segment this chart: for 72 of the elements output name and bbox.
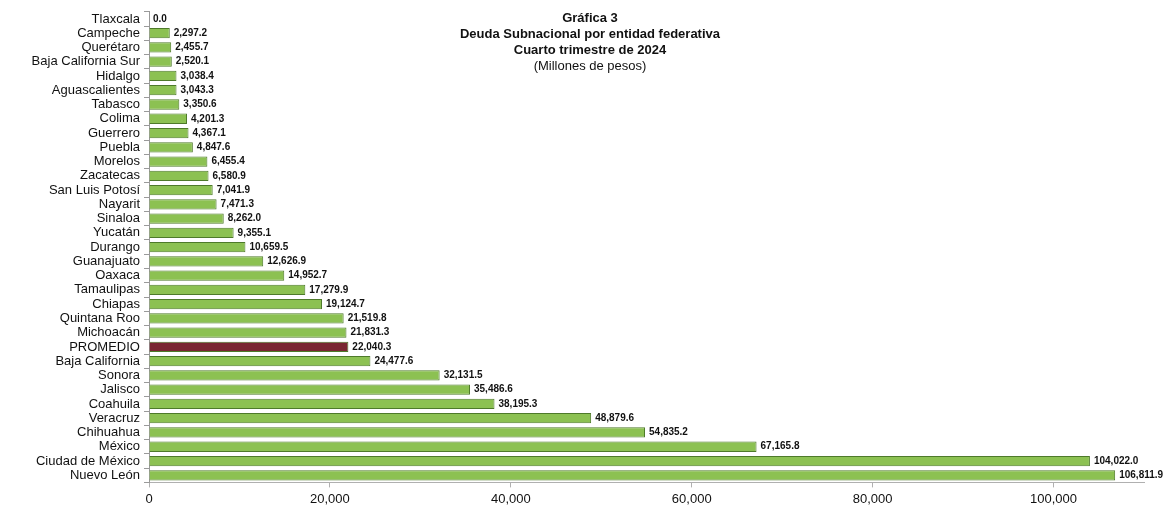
data-label: 6,580.9 xyxy=(212,169,247,181)
y-tick-label: Nayarit xyxy=(98,195,141,211)
y-tick-label: Tamaulipas xyxy=(74,281,141,297)
data-label: 9,355.1 xyxy=(237,226,272,238)
data-label: 32,131.5 xyxy=(443,369,484,381)
data-label: 7,041.9 xyxy=(216,183,251,195)
x-tick-label: 40,000 xyxy=(490,490,531,506)
y-tick-label: Baja California xyxy=(55,352,141,368)
data-label: 8,262.0 xyxy=(227,212,262,224)
y-tick-label: Quintana Roo xyxy=(59,309,140,325)
y-tick-label: San Luis Potosí xyxy=(48,181,141,197)
text: Gráfica 3 Deuda Subnacional por entidad federativa Cuarto trimestre de 2024 xyxy=(458,10,722,58)
y-tick-label: Durango xyxy=(90,238,140,254)
y-tick-label: México xyxy=(98,438,140,454)
data-label: 54,835.2 xyxy=(649,426,689,438)
data-label: 10,659.5 xyxy=(249,240,289,252)
y-tick-label: Yucatán xyxy=(93,224,140,240)
y-tick-label: Baja California Sur xyxy=(31,53,141,69)
x-tick-label: 60,000 xyxy=(671,490,712,506)
data-label: 3,043.3 xyxy=(180,83,215,95)
x-tick-label: 100,000 xyxy=(1030,490,1078,506)
x-tick-label: 80,000 xyxy=(852,490,893,506)
data-label: 106,811.9 xyxy=(1119,469,1164,481)
x-tick-label: 0 xyxy=(145,490,153,506)
y-tick-label: Colima xyxy=(99,110,141,126)
y-tick-label: Sonora xyxy=(98,367,141,383)
y-tick-label: Sinaloa xyxy=(96,210,141,226)
y-tick-label: Hidalgo xyxy=(95,67,140,83)
data-label: 24,477.6 xyxy=(374,354,414,366)
data-label: 104,022.0 xyxy=(1093,454,1139,466)
data-label: 6,455.4 xyxy=(211,155,246,167)
data-label: 21,831.3 xyxy=(350,326,390,338)
data-label: 2,297.2 xyxy=(173,26,208,38)
data-label: 14,952.7 xyxy=(288,269,328,281)
y-tick-label: Tabasco xyxy=(91,96,140,112)
y-tick-label: Chiapas xyxy=(92,295,141,311)
y-tick-label: Morelos xyxy=(93,153,141,169)
data-label: 48,879.6 xyxy=(595,411,635,423)
data-label: 38,195.3 xyxy=(498,397,538,409)
y-tick-label: Puebla xyxy=(99,138,141,154)
y-tick-label: Michoacán xyxy=(77,324,140,340)
data-label: 2,455.7 xyxy=(175,41,210,53)
data-label: 67,165.8 xyxy=(760,440,800,452)
data-label: 4,367.1 xyxy=(192,126,227,138)
data-label: 21,519.8 xyxy=(347,312,388,324)
y-tick-label: Oaxaca xyxy=(95,267,141,283)
data-label: 19,124.7 xyxy=(325,297,366,309)
data-label: 22,040.3 xyxy=(352,340,392,352)
data-label: 17,279.9 xyxy=(309,283,349,295)
y-tick-label: PROMEDIO xyxy=(69,338,140,354)
data-label: 0.0 xyxy=(153,12,168,24)
y-tick-label: Querétaro xyxy=(81,39,140,55)
y-tick-label: Nuevo León xyxy=(69,466,140,482)
y-tick-label: Ciudad de México xyxy=(35,452,140,468)
y-tick-label: Zacatecas xyxy=(80,167,141,183)
y-tick-label: Chihuahua xyxy=(77,424,141,440)
data-label: 3,350.6 xyxy=(183,98,218,110)
data-label: 12,626.9 xyxy=(267,255,307,267)
y-tick-label: Tlaxcala xyxy=(91,10,141,26)
y-tick-label: Veracruz xyxy=(88,409,140,425)
y-tick-label: Jalisco xyxy=(100,381,140,397)
data-label: 4,201.3 xyxy=(191,112,225,124)
y-tick-label: Coahuila xyxy=(88,395,141,411)
x-tick-label: 20,000 xyxy=(310,490,350,506)
data-label: 35,486.6 xyxy=(473,383,514,395)
data-label: 3,038.4 xyxy=(180,69,215,81)
y-tick-label: Campeche xyxy=(77,24,140,40)
text: (Millones de pesos) xyxy=(532,58,648,74)
y-tick-label: Guerrero xyxy=(87,124,140,140)
data-label: 7,471.3 xyxy=(220,198,255,210)
data-label: 2,520.1 xyxy=(175,55,210,67)
data-label: 4,847.6 xyxy=(196,141,231,153)
